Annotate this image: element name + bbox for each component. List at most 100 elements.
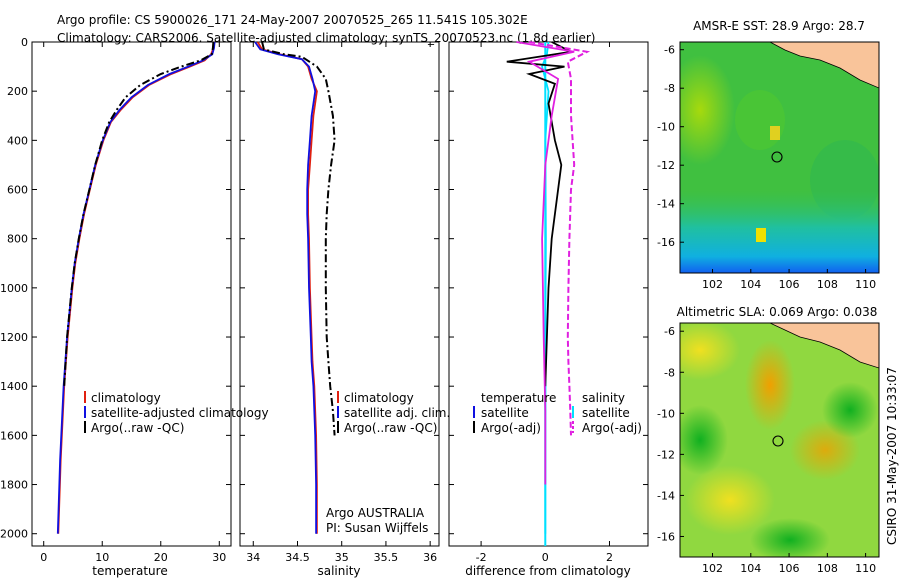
- sst-hot-pixel: [770, 126, 780, 140]
- map-y-tick-label: -12: [657, 159, 675, 172]
- sst-cool-band: [680, 190, 879, 273]
- legend-label-sal-argo: Argo(-adj): [582, 421, 642, 435]
- legend-label-temp-argo: Argo(-adj): [481, 421, 541, 435]
- legend-label-climatology: climatology: [91, 391, 161, 405]
- sst-warm-patch: [680, 55, 735, 165]
- x-tick-label: 10: [95, 551, 109, 564]
- legend-label-climatology: climatology: [344, 391, 414, 405]
- salinity-xlabel: salinity: [317, 564, 360, 578]
- sla-map-title: Altimetric SLA: 0.069 Argo: 0.038: [677, 305, 878, 319]
- sla-map-axes: 102 104 106 108 110 -6 -8 -10 -12 -14 -16: [657, 325, 876, 575]
- y-tick-label: 800: [7, 233, 28, 246]
- sla-high-patch: [745, 340, 795, 430]
- sla-low-patch: [680, 405, 728, 475]
- temperature-legend: climatology satellite-adjusted climatolo…: [84, 391, 269, 435]
- series-line-argo-raw-qc: [63, 41, 215, 387]
- legend-heading-salinity: salinity: [582, 391, 625, 405]
- map-y-tick-label: -6: [664, 325, 675, 338]
- difference-salinity-legend: salinity satellite Argo(-adj): [572, 391, 642, 435]
- sla-high-patch: [685, 465, 775, 535]
- difference-temperature-legend: temperature satellite Argo(-adj): [473, 391, 556, 435]
- sst-map: [680, 42, 879, 273]
- sst-map-axes: 102 104 106 108 110 -6 -8 -10 -12 -14 -16: [657, 44, 876, 291]
- series-line-salinity-satellite: [516, 41, 575, 485]
- java-landmass: [769, 323, 879, 369]
- difference-plot: -2 0 2: [449, 41, 648, 564]
- legend-heading-temperature: temperature: [481, 391, 556, 405]
- y-tick-label: 600: [7, 184, 28, 197]
- institution-annotation: Argo AUSTRALIA: [326, 506, 425, 520]
- temperature-plot-frame: [31, 41, 232, 547]
- map-x-tick-label: 110: [855, 278, 876, 291]
- series-line-climatology: [256, 41, 318, 534]
- x-tick-label: 36: [423, 551, 437, 564]
- x-tick-label: 0: [542, 551, 549, 564]
- sla-map: [680, 323, 879, 557]
- argo-position-marker: [772, 435, 784, 447]
- y-tick-label: 1200: [0, 331, 28, 344]
- y-tick-label: 2000: [0, 528, 28, 541]
- sla-low-patch: [750, 518, 830, 557]
- temperature-xlabel: temperature: [92, 564, 167, 578]
- legend-label-argo: Argo(..raw -QC): [344, 421, 437, 435]
- series-line-climatology: [57, 41, 215, 534]
- map-y-tick-label: -16: [657, 530, 675, 543]
- y-tick-label: 200: [7, 85, 28, 98]
- sst-hot-pixel: [756, 228, 766, 242]
- sla-low-patch: [822, 382, 878, 438]
- x-tick-label: 0: [40, 551, 47, 564]
- sla-high-patch: [680, 323, 740, 380]
- map-y-tick-label: -10: [657, 121, 675, 134]
- sst-map-frame: [679, 41, 880, 274]
- x-tick-label: -2: [476, 551, 487, 564]
- series-line-argo-raw-qc: [261, 41, 336, 436]
- map-y-tick-label: -12: [657, 448, 675, 461]
- difference-xlabel: difference from climatology: [465, 564, 631, 578]
- map-y-tick-label: -10: [657, 407, 675, 420]
- legend-label-satellite: satellite adj. clim.: [344, 406, 450, 420]
- map-y-tick-label: -16: [657, 236, 675, 249]
- sst-map-title: AMSR-E SST: 28.9 Argo: 28.7: [693, 19, 865, 33]
- map-x-tick-label: 104: [740, 562, 761, 575]
- map-y-tick-label: -8: [664, 82, 675, 95]
- creation-stamp: CSIRO 31-May-2007 10:33:07: [885, 367, 899, 545]
- y-tick-label: 400: [7, 134, 28, 147]
- y-tick-label: 1800: [0, 479, 28, 492]
- x-tick-label: 35: [335, 551, 349, 564]
- map-y-tick-label: -14: [657, 198, 675, 211]
- legend-label-temp-satellite: satellite: [481, 406, 529, 420]
- x-tick-label: 34.5: [285, 551, 310, 564]
- map-x-tick-label: 108: [817, 562, 838, 575]
- y-tick-label: 1400: [0, 380, 28, 393]
- x-tick-label: 30: [212, 551, 226, 564]
- map-x-tick-label: 110: [855, 562, 876, 575]
- series-line-temperature-argo-adj: [506, 41, 574, 387]
- map-y-tick-label: -8: [664, 366, 675, 379]
- x-tick-label: 2: [606, 551, 613, 564]
- java-landmass: [769, 42, 879, 89]
- figure-title-line1: Argo profile: CS 5900026_171 24-May-2007…: [57, 13, 528, 27]
- map-x-tick-label: 104: [740, 278, 761, 291]
- pi-annotation: PI: Susan Wijffels: [326, 521, 428, 535]
- map-y-tick-label: -14: [657, 489, 675, 502]
- salinity-plot-frame: [239, 41, 440, 547]
- legend-label-sal-satellite: satellite: [582, 406, 630, 420]
- map-x-tick-label: 102: [702, 278, 723, 291]
- salinity-plot: 34 34.5 35 35.5 36: [240, 41, 439, 564]
- x-tick-label: 35.5: [374, 551, 399, 564]
- legend-label-argo: Argo(..raw -QC): [91, 421, 184, 435]
- map-x-tick-label: 102: [702, 562, 723, 575]
- sla-map-frame: [679, 322, 880, 558]
- salinity-legend: climatology satellite adj. clim. Argo(..…: [337, 391, 450, 435]
- figure-title-line2: Climatology: CARS2006. Satellite-adjuste…: [57, 31, 595, 45]
- x-tick-label: 34: [246, 551, 260, 564]
- sst-patch: [735, 90, 785, 150]
- series-line-salinity-argo-adj: [529, 41, 591, 436]
- series-line-satellite-adj-clim: [254, 41, 318, 534]
- series-line-satellite-adjusted-climatology: [56, 41, 216, 534]
- argo-position-marker: [771, 151, 783, 163]
- legend-label-satellite: satellite-adjusted climatology: [91, 406, 269, 420]
- temperature-plot: 0 10 20 30 0 200 400 600 800 1000 1200 1400 1600 1800…: [0, 36, 231, 564]
- x-tick-label: 20: [154, 551, 168, 564]
- map-y-tick-label: -6: [664, 44, 675, 57]
